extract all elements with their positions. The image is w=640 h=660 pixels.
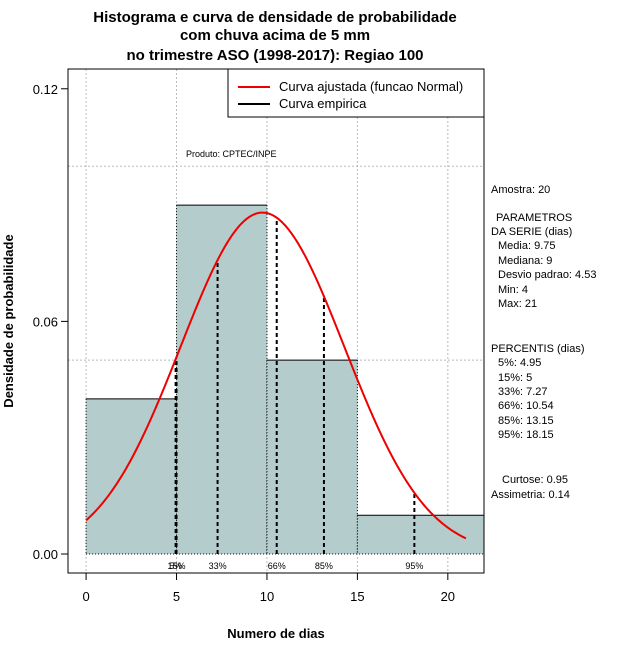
y-tick-label-2: 0.12 xyxy=(33,82,58,97)
x-tick-label-1: 5 xyxy=(173,589,180,604)
stat-pct-title: PERCENTIS (dias) xyxy=(491,343,585,355)
stat-p95: 95%: 18.15 xyxy=(498,429,554,441)
legend-box xyxy=(227,68,485,118)
histogram-bar-3 xyxy=(357,515,484,554)
legend-label-empirical: Curva empirica xyxy=(279,96,367,111)
percentile-label-2: 33% xyxy=(209,561,227,571)
x-axis: 0 5 10 15 20 xyxy=(82,573,455,604)
y-tick-label-1: 0.06 xyxy=(33,314,58,329)
stat-min: Min: 4 xyxy=(498,284,528,296)
stat-p15: 15%: 5 xyxy=(498,372,532,384)
histogram-bar-1 xyxy=(176,205,267,555)
stat-amostra: Amostra: 20 xyxy=(491,184,550,196)
percentile-label-0: 5% xyxy=(169,561,182,571)
stat-p33: 33%: 7.27 xyxy=(498,386,548,398)
legend: Curva ajustada (funcao Normal) Curva emp… xyxy=(227,68,485,118)
stat-assimetria: Assimetria: 0.14 xyxy=(491,489,570,501)
statistics-panel: Amostra: 20 PARAMETROS DA SERIE (dias) M… xyxy=(491,184,596,501)
legend-label-fitted: Curva ajustada (funcao Normal) xyxy=(279,79,463,94)
stat-max: Max: 21 xyxy=(498,298,537,310)
x-tick-label-2: 10 xyxy=(260,589,274,604)
histogram-bars xyxy=(85,204,485,555)
percentile-label-5: 95% xyxy=(405,561,423,571)
histogram-bar-2 xyxy=(266,360,358,554)
percentile-label-4: 85% xyxy=(315,561,333,571)
x-tick-label-4: 20 xyxy=(441,589,455,604)
chart-title-line-2: com chuva acima de 5 mm xyxy=(180,27,370,44)
y-tick-label-0: 0.00 xyxy=(33,547,58,562)
stat-param-title-2: DA SERIE (dias) xyxy=(491,226,572,238)
stat-param-title-1: PARAMETROS xyxy=(496,212,572,224)
stat-desvio: Desvio padrao: 4.53 xyxy=(498,269,596,281)
percentile-labels: 5%15% 33% 66% 85% 95% xyxy=(168,561,424,571)
chart-title-line-3: no trimestre ASO (1998-2017): Regiao 100 xyxy=(126,47,423,64)
produto-label: Produto: CPTEC/INPE xyxy=(186,149,277,159)
stat-p85: 85%: 13.15 xyxy=(498,415,554,427)
percentile-label-1: 15% xyxy=(168,561,186,571)
stat-p5: 5%: 4.95 xyxy=(498,357,541,369)
stat-media: Media: 9.75 xyxy=(498,240,555,252)
percentile-label-3: 66% xyxy=(268,561,286,571)
x-tick-label-3: 15 xyxy=(350,589,364,604)
y-axis: 0.00 0.06 0.12 xyxy=(33,82,68,562)
x-tick-label-0: 0 xyxy=(82,589,89,604)
histogram-bar-0 xyxy=(86,398,177,554)
chart-title-line-1: Histograma e curva de densidade de proba… xyxy=(93,9,456,26)
stat-mediana: Mediana: 9 xyxy=(498,255,552,267)
normal-curve xyxy=(85,211,467,540)
stat-curtose: Curtose: 0.95 xyxy=(502,474,568,486)
percentile-lines xyxy=(174,217,416,554)
y-axis-label: Densidade de probabilidade xyxy=(1,234,16,407)
stat-p66: 66%: 10.54 xyxy=(498,400,554,412)
x-axis-label: Numero de dias xyxy=(227,626,325,641)
